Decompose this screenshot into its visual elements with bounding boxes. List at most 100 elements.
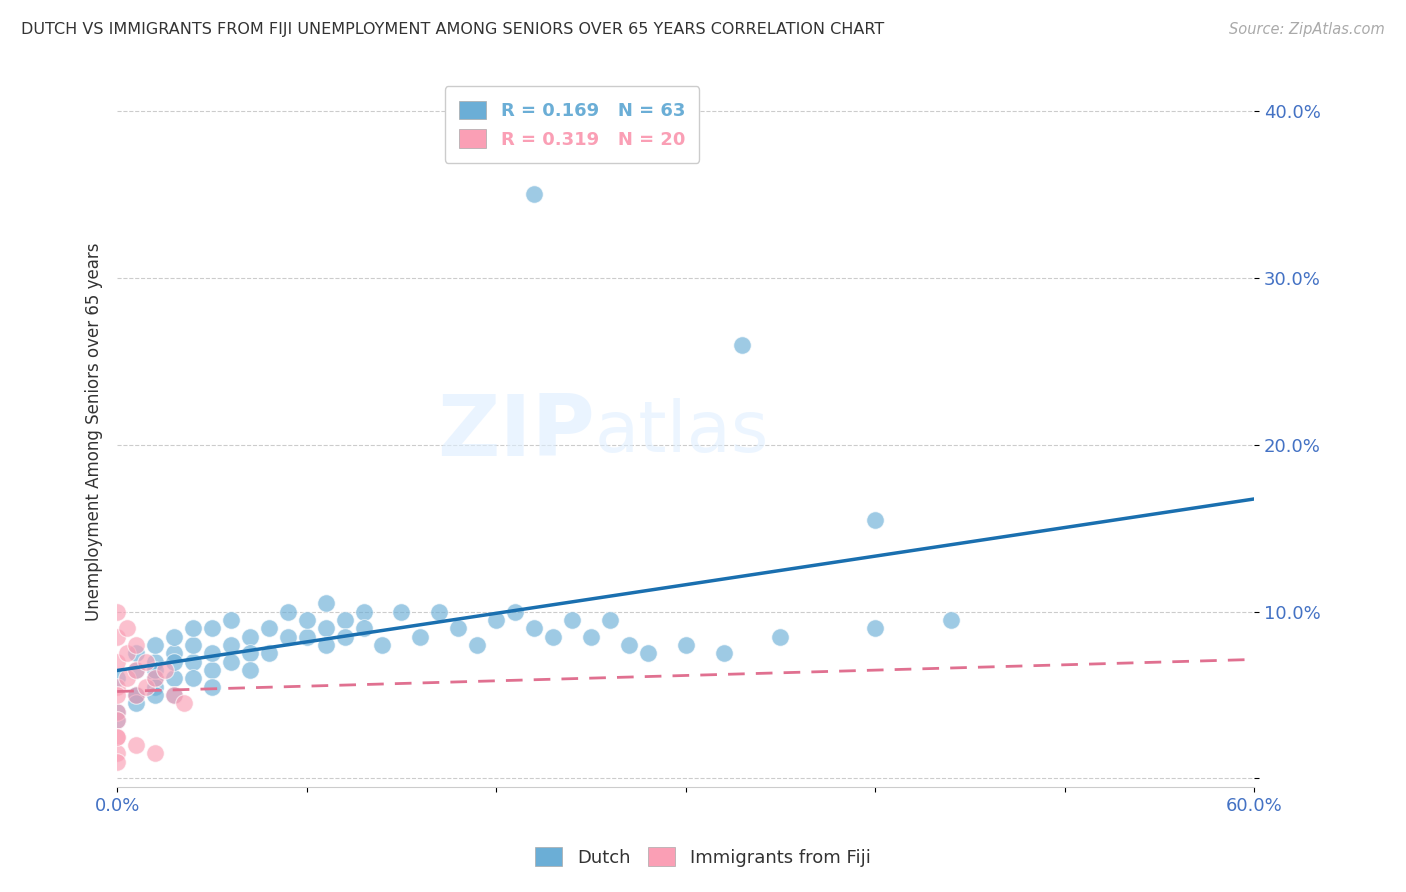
Point xyxy=(125,688,148,702)
Point xyxy=(219,638,242,652)
Point xyxy=(257,621,280,635)
Point xyxy=(163,630,186,644)
Text: DUTCH VS IMMIGRANTS FROM FIJI UNEMPLOYMENT AMONG SENIORS OVER 65 YEARS CORRELATI: DUTCH VS IMMIGRANTS FROM FIJI UNEMPLOYME… xyxy=(21,22,884,37)
Point xyxy=(939,613,962,627)
Point xyxy=(105,671,128,685)
Point xyxy=(731,337,754,351)
Point xyxy=(465,638,488,652)
Point xyxy=(239,663,262,677)
Point xyxy=(105,713,128,727)
Point xyxy=(163,688,186,702)
Point xyxy=(143,655,166,669)
Point xyxy=(115,621,138,635)
Point xyxy=(523,621,546,635)
Point xyxy=(163,671,186,685)
Point xyxy=(105,705,128,719)
Point xyxy=(239,646,262,660)
Point xyxy=(295,630,318,644)
Point xyxy=(485,613,508,627)
Point xyxy=(863,621,886,635)
Point xyxy=(427,605,450,619)
Point xyxy=(315,621,337,635)
Point xyxy=(353,621,375,635)
Point xyxy=(769,630,792,644)
Point xyxy=(125,646,148,660)
Point xyxy=(333,630,356,644)
Point xyxy=(105,605,128,619)
Point xyxy=(105,730,128,744)
Point xyxy=(173,697,195,711)
Point xyxy=(125,688,148,702)
Point xyxy=(125,663,148,677)
Point xyxy=(503,605,526,619)
Point xyxy=(541,630,564,644)
Point xyxy=(125,663,148,677)
Point xyxy=(315,638,337,652)
Point xyxy=(277,605,299,619)
Point xyxy=(295,613,318,627)
Point xyxy=(201,646,224,660)
Point xyxy=(143,638,166,652)
Point xyxy=(105,630,128,644)
Point xyxy=(353,605,375,619)
Point xyxy=(523,187,546,202)
Point xyxy=(713,646,735,660)
Point xyxy=(181,671,204,685)
Point xyxy=(143,747,166,761)
Point xyxy=(391,605,413,619)
Point xyxy=(201,621,224,635)
Point xyxy=(105,730,128,744)
Point xyxy=(143,688,166,702)
Point xyxy=(315,596,337,610)
Point xyxy=(675,638,697,652)
Point xyxy=(201,663,224,677)
Point xyxy=(163,655,186,669)
Point xyxy=(143,680,166,694)
Legend: R = 0.169   N = 63, R = 0.319   N = 20: R = 0.169 N = 63, R = 0.319 N = 20 xyxy=(444,87,699,163)
Point xyxy=(579,630,602,644)
Point xyxy=(181,655,204,669)
Point xyxy=(115,671,138,685)
Point xyxy=(617,638,640,652)
Point xyxy=(115,646,138,660)
Point xyxy=(219,613,242,627)
Point xyxy=(105,705,128,719)
Point xyxy=(125,697,148,711)
Y-axis label: Unemployment Among Seniors over 65 years: Unemployment Among Seniors over 65 years xyxy=(86,243,103,622)
Point xyxy=(125,688,148,702)
Point xyxy=(143,663,166,677)
Point xyxy=(163,646,186,660)
Point xyxy=(371,638,394,652)
Point xyxy=(105,713,128,727)
Point xyxy=(135,655,157,669)
Point xyxy=(181,621,204,635)
Point xyxy=(125,638,148,652)
Text: ZIP: ZIP xyxy=(437,391,595,474)
Text: atlas: atlas xyxy=(595,398,769,467)
Text: Source: ZipAtlas.com: Source: ZipAtlas.com xyxy=(1229,22,1385,37)
Point xyxy=(181,638,204,652)
Point xyxy=(863,513,886,527)
Point xyxy=(277,630,299,644)
Point xyxy=(163,688,186,702)
Point xyxy=(219,655,242,669)
Point xyxy=(105,655,128,669)
Point xyxy=(599,613,621,627)
Legend: Dutch, Immigrants from Fiji: Dutch, Immigrants from Fiji xyxy=(529,840,877,874)
Point xyxy=(105,688,128,702)
Point xyxy=(257,646,280,660)
Point xyxy=(143,671,166,685)
Point xyxy=(105,755,128,769)
Point xyxy=(637,646,659,660)
Point xyxy=(105,680,128,694)
Point xyxy=(105,747,128,761)
Point xyxy=(153,663,176,677)
Point xyxy=(333,613,356,627)
Point xyxy=(135,680,157,694)
Point xyxy=(239,630,262,644)
Point xyxy=(125,738,148,752)
Point xyxy=(201,680,224,694)
Point xyxy=(561,613,583,627)
Point xyxy=(143,671,166,685)
Point xyxy=(409,630,432,644)
